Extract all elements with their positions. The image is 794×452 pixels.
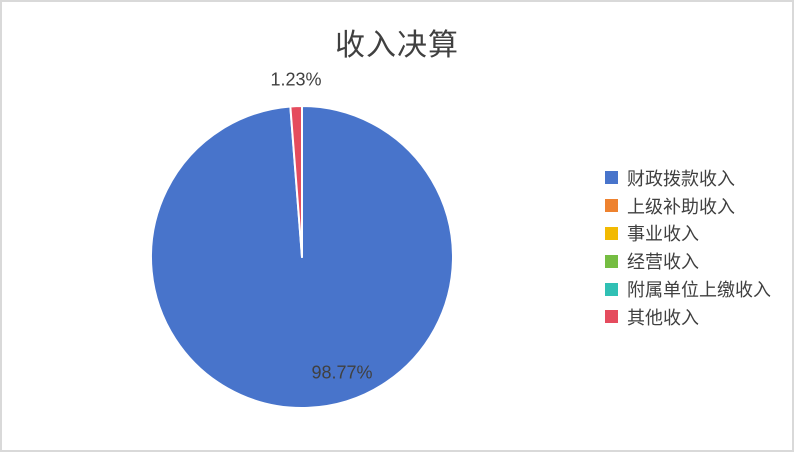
legend-label: 事业收入 [627,224,699,245]
legend-swatch-icon [605,310,618,324]
legend-item: 上级补助收入 [605,192,771,220]
data-label-fiscal-income: 98.77% [311,362,373,383]
legend: 财政拨款收入 上级补助收入 事业收入经营收入附属单位上缴收入 其他收入 [605,164,771,331]
legend-item: 事业收入 [605,220,771,248]
legend-item: 附属单位上缴收入 [605,275,771,303]
legend-swatch-icon [605,282,618,296]
legend-swatch-icon [605,254,618,268]
legend-item: 其他收入 [605,303,771,331]
legend-item: 经营收入 [605,247,771,275]
chart-title: 收入决算 [335,28,459,63]
pie-slice-其他收入 [289,104,303,258]
legend-swatch-icon [605,226,618,240]
legend-swatch-icon [605,199,618,213]
legend-label: 经营收入 [627,252,699,273]
legend-item: 财政拨款收入 [605,164,771,192]
legend-label: 上级补助收入 [627,196,735,217]
legend-label: 财政拨款收入 [627,168,735,189]
legend-label: 其他收入 [627,307,699,328]
legend-label: 附属单位上缴收入 [627,280,771,301]
legend-swatch-icon [605,171,618,185]
data-label-other-income: 1.23% [270,69,322,90]
